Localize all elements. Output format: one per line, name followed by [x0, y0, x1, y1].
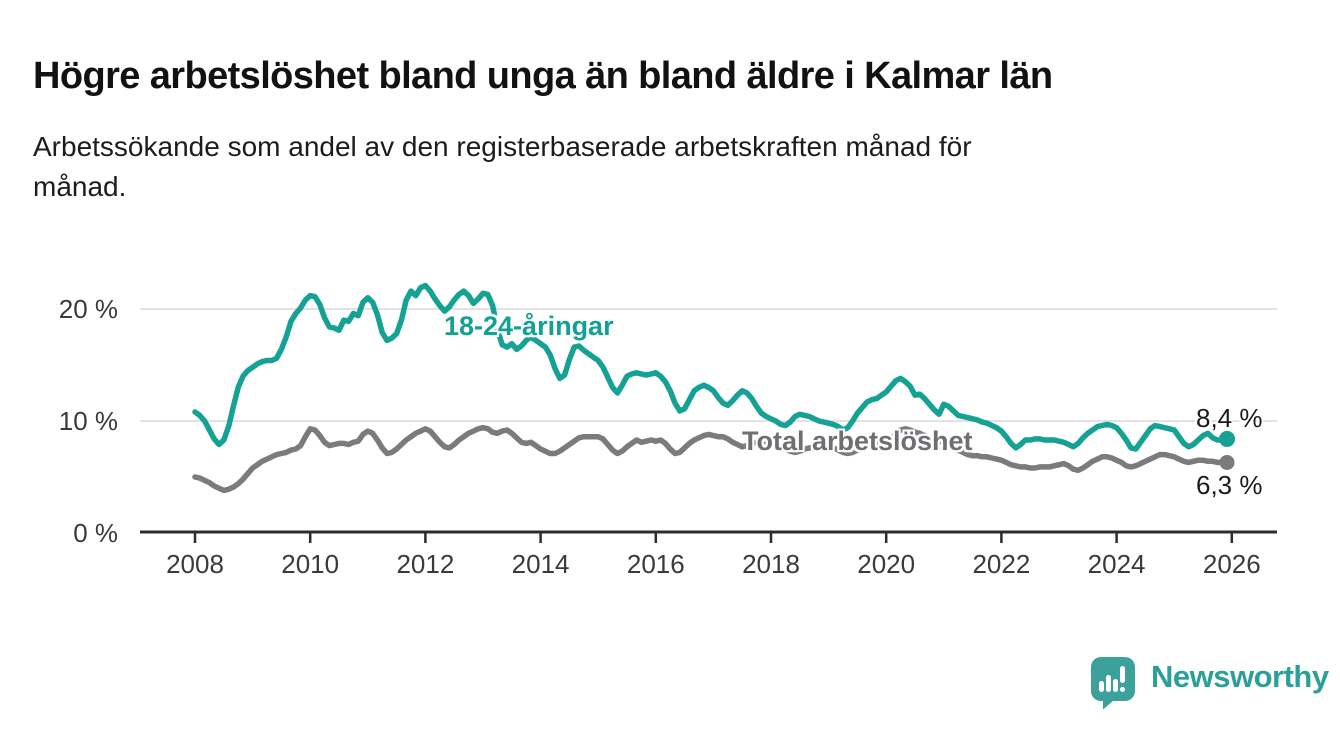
subtitle-line-2: månad. — [33, 170, 127, 202]
x-tick-label-2012: 2012 — [396, 549, 454, 579]
x-tick-label-2022: 2022 — [972, 549, 1030, 579]
logo-exclamation-bar — [1120, 666, 1125, 683]
chart-subtitle: Arbetssökande som andel av den registerb… — [33, 127, 1233, 207]
logo-bar-2 — [1106, 675, 1111, 692]
newsworthy-logo: Newsworthy — [1089, 656, 1329, 710]
end-value-label-youth: 8,4 % — [1196, 403, 1263, 433]
y-tick-label-20: 20 % — [59, 294, 118, 324]
logo-bar-1 — [1099, 681, 1104, 692]
y-tick-label-0: 0 % — [73, 518, 118, 548]
logo-wordmark: Newsworthy — [1151, 659, 1329, 694]
x-tick-label-2008: 2008 — [166, 549, 224, 579]
end-value-label-total: 6,3 % — [1196, 470, 1263, 500]
newsworthy-speech-bubble-chart-icon — [1091, 657, 1135, 710]
page-title: Högre arbetslöshet bland unga än bland ä… — [33, 55, 1053, 98]
logo-exclamation-dot — [1120, 687, 1125, 692]
series-line-youth — [192, 282, 1230, 452]
x-tick-label-2020: 2020 — [857, 549, 915, 579]
x-tick-label-2014: 2014 — [512, 549, 570, 579]
subtitle-line-1: Arbetssökande som andel av den registerb… — [33, 131, 972, 162]
x-tick-label-2024: 2024 — [1088, 549, 1146, 579]
series-line-total — [192, 424, 1230, 494]
series-label-youth: 18-24-åringar — [444, 311, 614, 341]
y-tick-label-10: 10 % — [59, 406, 118, 436]
end-dot-youth — [1219, 430, 1235, 447]
logo-bar-3 — [1113, 679, 1118, 692]
x-tick-label-2026: 2026 — [1203, 549, 1261, 579]
end-dot-total — [1219, 454, 1235, 470]
x-tick-label-2016: 2016 — [627, 549, 685, 579]
series-label-total: Total arbetslöshet — [742, 426, 973, 456]
x-tick-label-2010: 2010 — [281, 549, 339, 579]
x-tick-label-2018: 2018 — [742, 549, 800, 579]
